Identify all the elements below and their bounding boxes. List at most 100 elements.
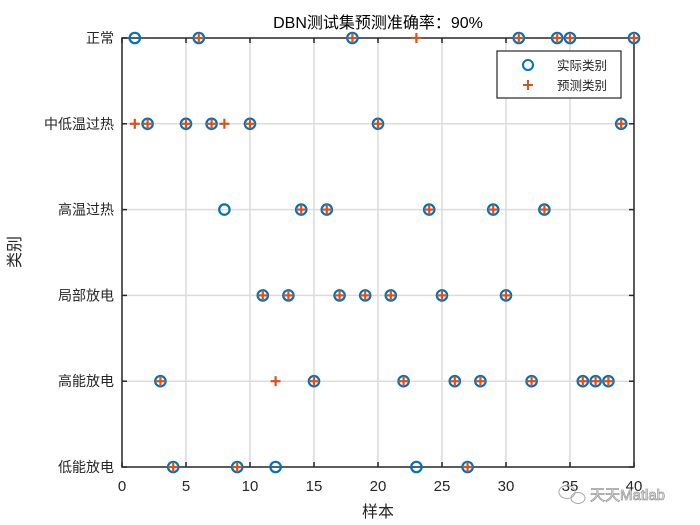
predicted-point bbox=[129, 118, 140, 129]
predicted-point bbox=[181, 118, 191, 129]
actual-point bbox=[422, 203, 436, 216]
predicted-point bbox=[245, 118, 255, 129]
x-tick-label: 0 bbox=[118, 478, 126, 495]
watermark: 天天Matlab bbox=[558, 485, 665, 504]
x-tick-label: 10 bbox=[242, 478, 259, 495]
predicted-point bbox=[206, 118, 217, 129]
actual-point bbox=[205, 117, 218, 131]
predicted-point bbox=[629, 33, 639, 43]
actual-point bbox=[589, 374, 602, 388]
predicted-point bbox=[398, 376, 409, 387]
actual-point bbox=[538, 203, 551, 216]
actual-point bbox=[128, 31, 142, 45]
legend-plus-marker-icon bbox=[523, 80, 533, 90]
x-tick-label: 25 bbox=[434, 478, 451, 495]
series-predicted bbox=[129, 33, 639, 472]
actual-point bbox=[230, 460, 244, 474]
predicted-point bbox=[232, 462, 243, 472]
predicted-point bbox=[142, 118, 153, 129]
predicted-point bbox=[501, 290, 511, 301]
y-tick-labels: 低能放电 高能放电 局部放电 高温过热 中低温过热 正常 bbox=[44, 31, 114, 476]
actual-point bbox=[320, 203, 334, 216]
actual-point bbox=[371, 117, 385, 131]
y-tick-label: 低能放电 bbox=[58, 460, 114, 476]
predicted-point bbox=[513, 33, 524, 43]
x-tick-label: 40 bbox=[626, 478, 643, 495]
predicted-point bbox=[462, 462, 473, 472]
actual-point bbox=[627, 31, 641, 45]
predicted-point bbox=[347, 33, 358, 43]
y-tick-label: 高能放电 bbox=[58, 373, 114, 390]
predicted-point bbox=[488, 204, 499, 215]
actual-point bbox=[243, 117, 257, 131]
predicted-point bbox=[539, 204, 550, 215]
predicted-point bbox=[373, 118, 383, 129]
x-tick-label: 5 bbox=[182, 478, 190, 495]
predicted-point bbox=[526, 376, 537, 387]
predicted-point bbox=[193, 33, 204, 43]
series-actual bbox=[128, 31, 641, 474]
predicted-point bbox=[565, 33, 575, 43]
actual-point bbox=[192, 31, 206, 45]
actual-point bbox=[397, 374, 410, 388]
actual-point bbox=[282, 289, 295, 302]
actual-point bbox=[269, 460, 282, 474]
actual-point bbox=[384, 289, 398, 302]
actual-point bbox=[474, 374, 487, 388]
y-tick-label: 中低温过热 bbox=[44, 117, 114, 133]
predicted-point bbox=[219, 118, 230, 129]
actual-point bbox=[333, 289, 346, 302]
predicted-point bbox=[424, 204, 435, 215]
actual-point bbox=[218, 203, 231, 216]
actual-point bbox=[563, 31, 577, 45]
y-axis-title: 类别 bbox=[5, 236, 24, 268]
predicted-point bbox=[590, 376, 601, 387]
actual-point bbox=[256, 289, 270, 302]
x-tick-label: 20 bbox=[370, 478, 387, 495]
predicted-point bbox=[334, 290, 345, 301]
actual-point bbox=[179, 117, 193, 131]
actual-point bbox=[602, 374, 615, 388]
actual-point bbox=[346, 31, 359, 45]
legend-box bbox=[496, 50, 622, 99]
actual-point bbox=[576, 374, 590, 388]
actual-point bbox=[512, 31, 526, 45]
grid-lines bbox=[122, 38, 634, 467]
predicted-point bbox=[257, 290, 268, 301]
predicted-point bbox=[475, 376, 486, 387]
predicted-point bbox=[385, 290, 396, 301]
x-tick-labels: 0 5 10 15 20 25 30 35 40 bbox=[118, 478, 643, 495]
predicted-point bbox=[437, 290, 447, 301]
x-axis-title: 样本 bbox=[362, 502, 394, 521]
actual-point bbox=[410, 460, 423, 474]
x-tick-label: 30 bbox=[498, 478, 515, 495]
legend: 实际类别 预测类别 bbox=[496, 50, 622, 99]
predicted-point bbox=[155, 376, 166, 387]
actual-point bbox=[435, 289, 449, 302]
x-tick-label: 15 bbox=[306, 478, 323, 495]
y-tick-label: 高温过热 bbox=[58, 202, 114, 219]
predicted-point bbox=[168, 462, 179, 472]
actual-point bbox=[550, 31, 564, 45]
predicted-point bbox=[296, 204, 307, 215]
predicted-point bbox=[283, 290, 294, 301]
legend-label-actual: 实际类别 bbox=[557, 58, 607, 73]
actual-point bbox=[166, 460, 180, 474]
actual-point bbox=[358, 289, 372, 302]
axis-ticks bbox=[121, 37, 635, 468]
actual-point bbox=[614, 117, 628, 131]
predicted-point bbox=[552, 33, 563, 43]
wechat-icon bbox=[558, 485, 586, 504]
actual-point bbox=[525, 374, 538, 388]
actual-point bbox=[307, 374, 321, 388]
predicted-point bbox=[309, 376, 319, 387]
actual-point bbox=[141, 117, 154, 131]
actual-point bbox=[461, 460, 474, 474]
predicted-point bbox=[577, 376, 588, 387]
predicted-point bbox=[360, 290, 371, 301]
predicted-point bbox=[616, 118, 627, 129]
watermark-text: 天天Matlab bbox=[590, 487, 665, 504]
predicted-point bbox=[603, 376, 614, 387]
legend-circle-marker-icon bbox=[522, 59, 534, 71]
